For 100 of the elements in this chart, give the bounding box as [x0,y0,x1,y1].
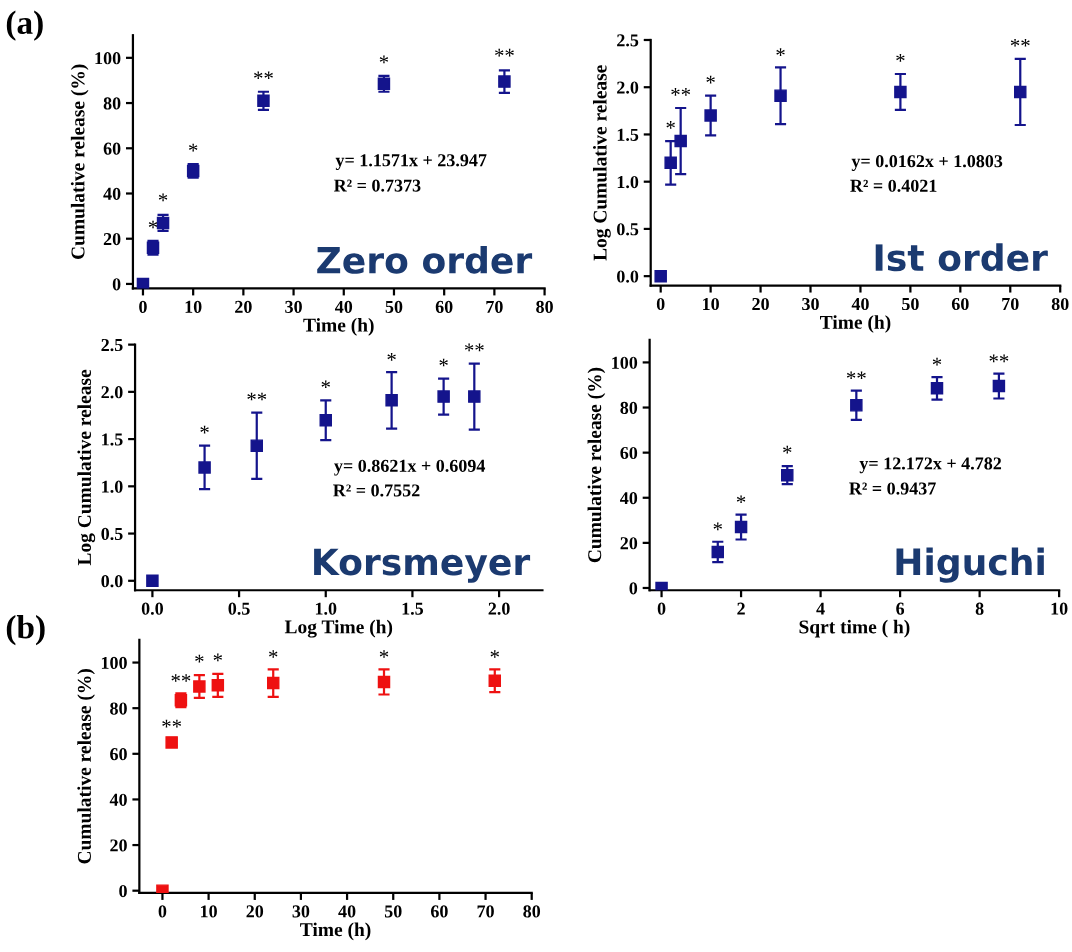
annotation: ** [162,719,182,728]
annotation: Ist order [875,243,1048,272]
annotation: R² = 0.9437 [849,482,936,495]
y-tick-label: 0 [119,884,127,898]
annotation: ** [989,354,1009,363]
x-tick-label: 1.5 [402,602,424,615]
point [894,85,907,99]
y-axis-title: Cumulative release (%) [587,367,606,563]
annotation: * [736,495,746,504]
x-tick-label: 0 [158,905,167,918]
annotation: * [321,380,330,389]
x-axis-title: Time (h) [820,315,891,333]
annotation: y= 0.8621x + 0.6094 [334,459,486,476]
annotation: Zero order [317,245,533,274]
point [437,390,450,403]
point [266,676,280,690]
annotation: * [269,650,278,658]
x-tick-label: 20 [246,905,264,918]
point [193,680,206,693]
x-tick-label: 60 [951,297,969,311]
x-tick-label: 2.0 [488,602,510,615]
y-tick-label: 80 [103,97,121,110]
point [385,394,398,407]
y-tick-label: 40 [620,492,638,505]
x-tick-label: 0 [139,300,147,313]
x-tick-label: 50 [385,300,403,313]
y-tick-label: 0.5 [617,223,639,236]
annotation: * [188,143,198,152]
x-tick-label: 40 [334,300,353,313]
x-tick-label: 30 [802,297,819,311]
y-axis-title: Log Cumulative release [592,65,611,261]
annotation: ** [846,371,866,380]
point [664,156,677,170]
x-axis-title: Time (h) [300,922,371,941]
annotation: * [490,650,499,658]
x-tick-label: 0.0 [141,602,163,615]
y-axis-title: Cumulative release (%) [70,64,89,259]
annotation: * [200,425,209,434]
x-tick-label: 4 [816,602,825,615]
y-tick-label: 0.5 [101,527,123,541]
annotation: * [379,55,389,64]
x-tick-label: 80 [536,300,553,313]
annotation: * [439,358,448,367]
x-tick-label: 70 [1002,297,1019,311]
x-tick-label: 60 [430,905,448,918]
annotation: ** [495,48,514,57]
y-tick-label: 0.0 [101,575,123,588]
point [674,134,687,148]
annotation: ** [171,674,191,682]
annotation: * [387,353,396,361]
x-tick-label: 20 [235,300,252,313]
point [146,574,159,588]
point [930,382,944,395]
point [498,75,511,88]
y-tick-label: 60 [620,446,638,460]
annotation: * [706,75,715,84]
y-tick-label: 100 [95,52,121,65]
annotation: * [896,54,905,62]
y-tick-label: 80 [620,401,638,414]
y-tick-label: 2.0 [101,386,123,399]
y-tick-label: 80 [110,702,127,715]
annotation: ** [254,71,273,80]
y-axis-title: Cumulative release (%) [77,669,95,864]
point [992,379,1006,393]
x-tick-label: 10 [1051,602,1068,615]
point [1014,85,1027,99]
x-tick-label: 20 [752,297,769,311]
y-tick-label: 1.5 [102,433,123,446]
y-tick-label: 100 [612,356,638,369]
annotation: Korsmeyer [314,548,531,583]
annotation: R² = 0.7552 [333,484,420,497]
x-tick-label: 10 [185,300,202,313]
y-tick-label: 40 [109,793,127,806]
annotation: ** [464,343,484,352]
x-tick-label: 40 [338,905,356,918]
x-tick-label: 50 [902,297,919,311]
x-tick-label: 10 [703,297,719,311]
annotation: R² = 0.4021 [850,179,937,192]
annotation: * [148,220,158,229]
y-tick-label: 2.5 [101,338,123,352]
y-tick-label: 60 [103,142,121,155]
x-tick-label: 30 [285,300,302,313]
x-tick-label: 0 [657,602,666,615]
x-tick-label: 30 [292,905,310,918]
point [781,468,794,482]
point [850,399,863,412]
annotation: * [776,48,785,56]
x-tick-label: 80 [523,905,541,918]
annotation: * [379,650,389,658]
annotation: * [213,653,223,662]
y-tick-label: 20 [620,537,638,550]
point [711,545,725,559]
annotation: * [783,445,792,454]
point [319,413,333,427]
annotation: ** [1010,38,1030,47]
y-tick-label: 2.5 [617,34,639,47]
point [136,277,150,289]
x-tick-label: 70 [486,300,503,313]
annotation: y= 12.172x + 4.782 [859,457,1002,474]
annotation: R² = 0.7373 [333,179,421,192]
